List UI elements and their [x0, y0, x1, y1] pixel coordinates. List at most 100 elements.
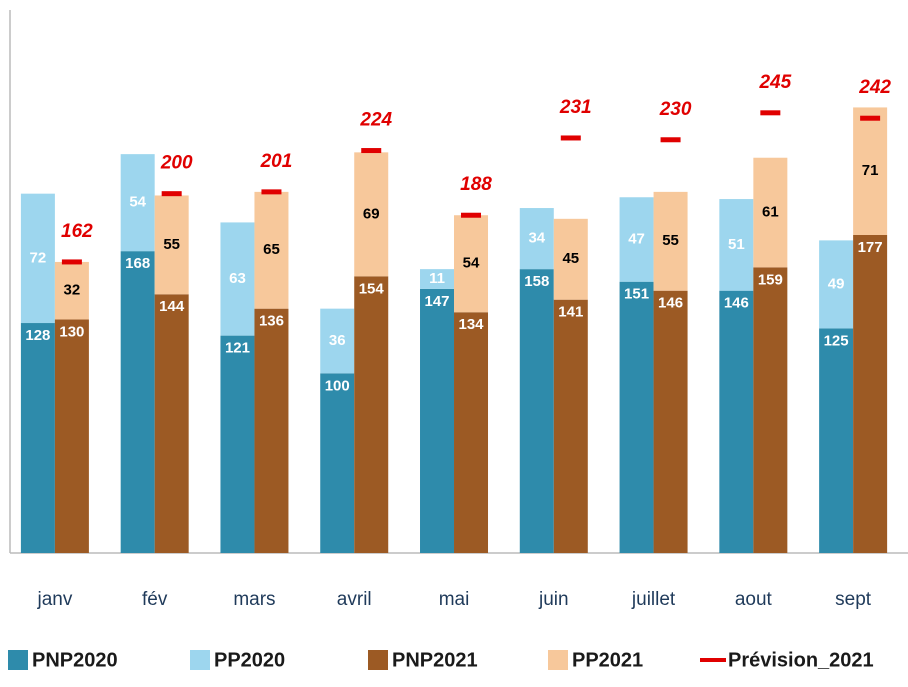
bar-segment: [519, 208, 554, 270]
forecast-label: 188: [460, 174, 492, 195]
bar-segment: [120, 154, 155, 252]
value-label: 65: [263, 241, 280, 258]
forecast-marker: [760, 110, 781, 116]
x-tick-label: sept: [835, 589, 872, 610]
bar-segment: [753, 157, 788, 268]
legend-swatch: [548, 650, 568, 670]
forecast-label: 200: [160, 153, 193, 174]
bar-segment: [154, 195, 189, 295]
value-label: 32: [64, 282, 81, 299]
value-label: 136: [259, 313, 284, 330]
bar-segment: [653, 191, 688, 291]
x-tick-label: mars: [233, 589, 275, 610]
forecast-marker: [361, 148, 382, 154]
bar-segment: [254, 308, 289, 553]
bar-segment: [54, 261, 89, 320]
value-label: 130: [59, 323, 84, 340]
forecast-marker: [860, 115, 881, 121]
forecast-label: 245: [758, 72, 791, 93]
forecast-marker: [660, 137, 681, 143]
bar-segment: [719, 199, 754, 291]
value-label: 34: [528, 230, 545, 247]
bar-segment: [420, 288, 455, 553]
bar-segment: [220, 335, 255, 553]
value-label: 54: [463, 255, 480, 272]
value-label: 47: [628, 230, 645, 247]
value-label: 54: [129, 194, 146, 211]
legend-label: Prévision_2021: [728, 649, 874, 671]
legend-swatch: [190, 650, 210, 670]
legend-swatch: [700, 658, 726, 662]
value-label: 55: [662, 232, 679, 249]
value-label: 151: [624, 286, 649, 303]
value-label: 141: [558, 304, 583, 321]
value-label: 49: [828, 275, 845, 292]
bar-segment: [20, 323, 55, 553]
bar-segment: [120, 251, 155, 553]
value-label: 128: [25, 327, 50, 344]
forecast-marker: [161, 191, 182, 197]
value-label: 146: [724, 295, 749, 312]
bar-segment: [54, 319, 89, 553]
forecast-label: 242: [858, 77, 891, 98]
bar-segment: [220, 222, 255, 336]
legend-label: PP2021: [572, 649, 643, 671]
forecast-marker: [560, 135, 581, 141]
value-label: 159: [758, 271, 783, 288]
bar-segment: [619, 197, 654, 282]
bar-segment: [454, 215, 489, 313]
bar-segment: [354, 152, 389, 277]
x-tick-label: mai: [439, 589, 470, 610]
value-label: 11: [429, 270, 445, 287]
bar-segment: [653, 290, 688, 553]
forecast-label: 230: [659, 99, 692, 120]
x-tick-label: avril: [337, 589, 372, 610]
value-label: 121: [225, 340, 250, 357]
x-tick-label: janv: [36, 589, 72, 610]
bar-segment: [819, 328, 854, 553]
forecast-label: 231: [559, 97, 592, 118]
x-tick-label: fév: [142, 589, 168, 610]
value-label: 158: [524, 273, 549, 290]
bar-segment: [553, 299, 588, 553]
bar-segment: [20, 193, 55, 324]
legend-label: PNP2021: [392, 649, 478, 671]
value-label: 69: [363, 205, 380, 222]
x-tick-label: juin: [538, 589, 569, 610]
bar-segment: [619, 281, 654, 553]
forecast-marker: [261, 189, 282, 195]
value-label: 147: [424, 293, 449, 310]
legend-label: PNP2020: [32, 649, 118, 671]
bar-segment: [454, 312, 489, 553]
value-label: 55: [163, 236, 180, 253]
bar-segment: [154, 294, 189, 553]
bar-segment: [553, 218, 588, 300]
value-label: 61: [762, 204, 779, 221]
x-tick-label: juillet: [631, 589, 676, 610]
value-label: 125: [824, 332, 849, 349]
legend-swatch: [8, 650, 28, 670]
forecast-label: 162: [61, 221, 93, 242]
bar-segment: [853, 234, 888, 554]
bar-segment: [753, 267, 788, 553]
forecast-marker: [461, 212, 482, 218]
value-label: 144: [159, 298, 185, 315]
value-label: 63: [229, 270, 246, 287]
legend-swatch: [368, 650, 388, 670]
forecast-label: 201: [260, 151, 293, 172]
bar-segment: [719, 290, 754, 553]
value-label: 45: [562, 250, 579, 267]
bar-segment: [420, 269, 455, 289]
value-label: 36: [329, 332, 346, 349]
value-label: 71: [862, 162, 879, 179]
value-label: 154: [359, 280, 385, 297]
value-label: 134: [458, 316, 484, 333]
value-label: 177: [858, 239, 883, 256]
value-label: 72: [30, 249, 47, 266]
bar-segment: [320, 308, 355, 374]
value-label: 51: [728, 236, 745, 253]
value-label: 146: [658, 295, 683, 312]
x-tick-label: aout: [735, 589, 773, 610]
value-label: 168: [125, 255, 150, 272]
